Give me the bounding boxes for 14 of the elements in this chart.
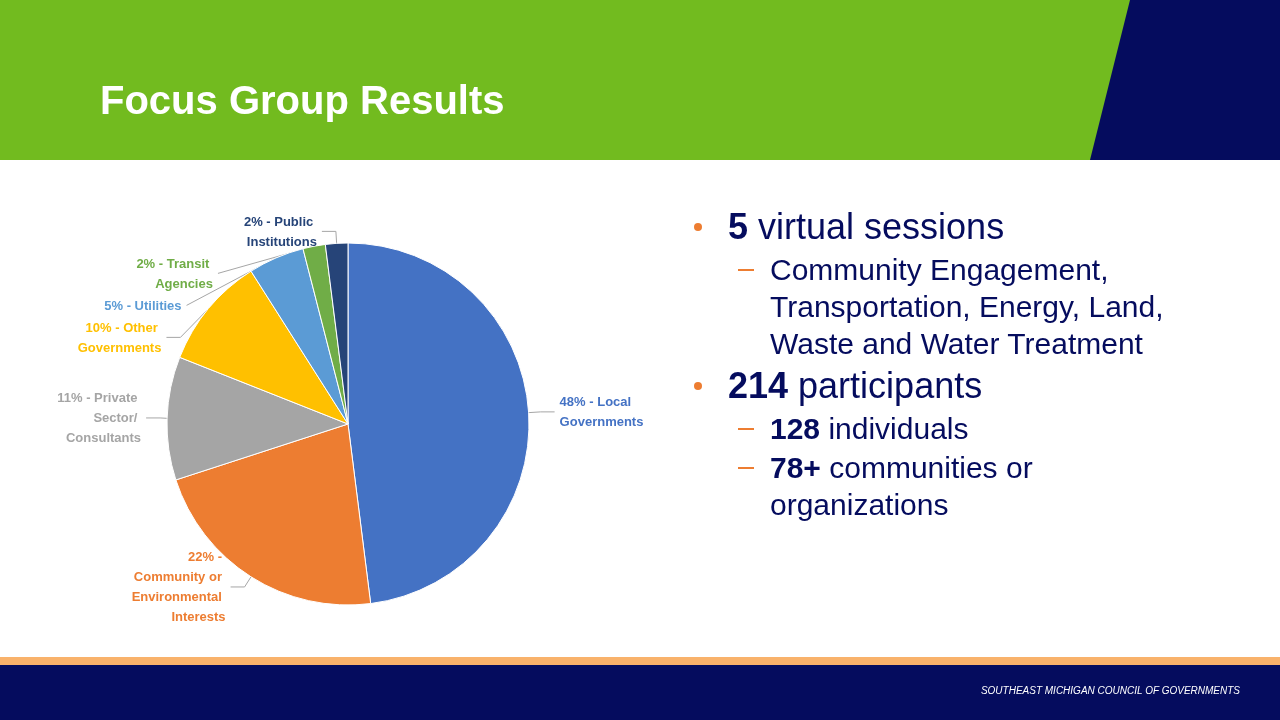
slice-label: 11% - Private Sector/ Consultants: [57, 390, 142, 446]
text: 5 virtual sessions: [728, 205, 1006, 249]
text: SOUTHEAST MICHIGAN COUNCIL OF GOVERNMENTS: [980, 685, 1240, 696]
text: 128 individuals: [770, 411, 970, 447]
slice-label: 5% - Utilities: [104, 297, 182, 313]
slice-label: 10% - Other Governments: [77, 319, 162, 355]
slice-label: 22% - Community or Environmental Interests: [131, 549, 226, 625]
text: Community Engagement, Transportation, Energy, Land, Waste and Water Treatment: [770, 252, 1165, 362]
slice-label: 2% - Transit Agencies: [136, 255, 213, 291]
slice-label: 48% - Local Governments: [559, 394, 644, 430]
text: 214 participants: [728, 364, 984, 408]
text: 78+ communities or organizations: [770, 450, 1034, 523]
chart-title: Focus Group Results: [100, 78, 505, 123]
slice-label: 2% - Public Institutions: [243, 213, 317, 249]
